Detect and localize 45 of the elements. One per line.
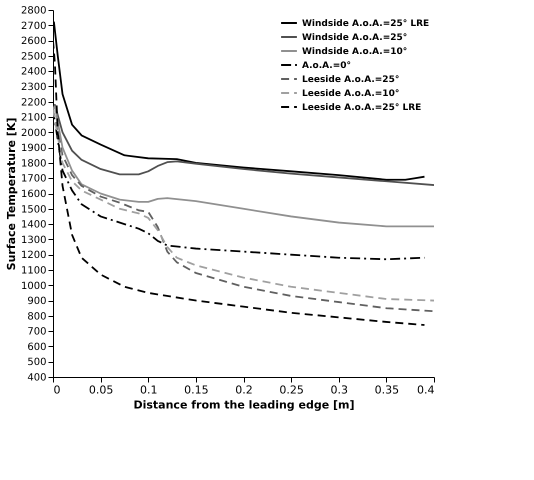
y-tick-label: 2700 <box>21 20 46 32</box>
legend-label: Leeside A.o.A.=10° <box>302 89 400 99</box>
y-tick-label: 1800 <box>21 158 46 170</box>
y-tick-label: 1200 <box>21 250 46 262</box>
legend-label: Windside A.o.A.=25° LRE <box>302 19 430 29</box>
x-tick-label: 0.05 <box>88 384 114 396</box>
x-tick-label: 0.2 <box>235 384 253 396</box>
legend-label: A.o.A.=0° <box>302 61 352 71</box>
x-tick-label: 0 <box>54 384 60 396</box>
y-tick-label: 2000 <box>21 128 46 139</box>
x-tick-label: 0.1 <box>140 384 158 396</box>
y-tick-label: 900 <box>27 296 46 308</box>
x-tick-label: 0.25 <box>279 384 304 396</box>
x-tick-label: 0.35 <box>374 384 400 396</box>
y-tick-label: 500 <box>27 357 46 368</box>
y-tick-label: 600 <box>27 342 46 353</box>
x-tick-label: 0.15 <box>184 384 209 396</box>
y-tick-label: 1100 <box>21 265 46 276</box>
y-tick-label: 2600 <box>21 36 46 48</box>
legend-label: Leeside A.o.A.=25° LRE <box>302 103 422 113</box>
y-tick-label: 1500 <box>21 204 46 216</box>
y-tick-label: 1900 <box>21 143 46 154</box>
y-tick-label: 2200 <box>21 97 46 108</box>
y-tick-label: 2400 <box>21 66 46 78</box>
legend-label: Leeside A.o.A.=25° <box>302 75 400 85</box>
y-tick-label: 2300 <box>21 82 46 93</box>
y-axis-title: Surface Temperature [K] <box>5 118 18 270</box>
y-tick-label: 1700 <box>21 174 46 185</box>
x-axis-title: Distance from the leading edge [m] <box>133 398 355 412</box>
y-tick-label: 400 <box>27 372 46 384</box>
y-tick-label: 700 <box>27 326 46 338</box>
y-tick-label: 1400 <box>21 220 46 231</box>
x-tick-label: 0.3 <box>330 384 348 396</box>
y-tick-label: 2500 <box>21 51 46 62</box>
x-tick-label: 0.4 <box>417 384 434 396</box>
y-tick-label: 800 <box>27 311 46 322</box>
legend-label: Windside A.o.A.=10° <box>302 47 408 57</box>
y-tick-label: 1300 <box>21 234 46 246</box>
legend-label: Windside A.o.A.=25° <box>302 33 408 43</box>
y-tick-label: 2800 <box>21 6 46 16</box>
y-tick-label: 2100 <box>21 112 46 124</box>
line-series <box>53 105 434 228</box>
y-tick-label: 1600 <box>21 189 46 200</box>
line-series <box>53 104 434 186</box>
y-tick-label: 1000 <box>21 280 46 292</box>
